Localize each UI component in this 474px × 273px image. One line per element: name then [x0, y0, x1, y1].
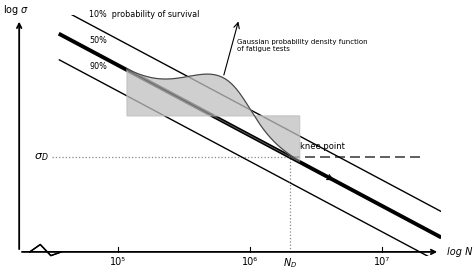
- Text: 50%: 50%: [89, 36, 107, 45]
- Text: 10%  probability of survival: 10% probability of survival: [89, 10, 200, 19]
- Polygon shape: [127, 69, 300, 161]
- Text: knee point: knee point: [300, 142, 345, 151]
- Text: 10⁶: 10⁶: [242, 257, 258, 266]
- Text: 10⁵: 10⁵: [110, 257, 126, 266]
- Text: 10⁷: 10⁷: [374, 257, 390, 266]
- Text: log N: log N: [447, 247, 472, 257]
- Text: Gaussian probability density function
of fatigue tests: Gaussian probability density function of…: [237, 39, 367, 52]
- Text: 90%: 90%: [89, 62, 107, 71]
- Text: $N_D$: $N_D$: [283, 257, 297, 270]
- Text: $\sigma_D$: $\sigma_D$: [34, 151, 48, 162]
- Text: log $\sigma$: log $\sigma$: [3, 3, 30, 17]
